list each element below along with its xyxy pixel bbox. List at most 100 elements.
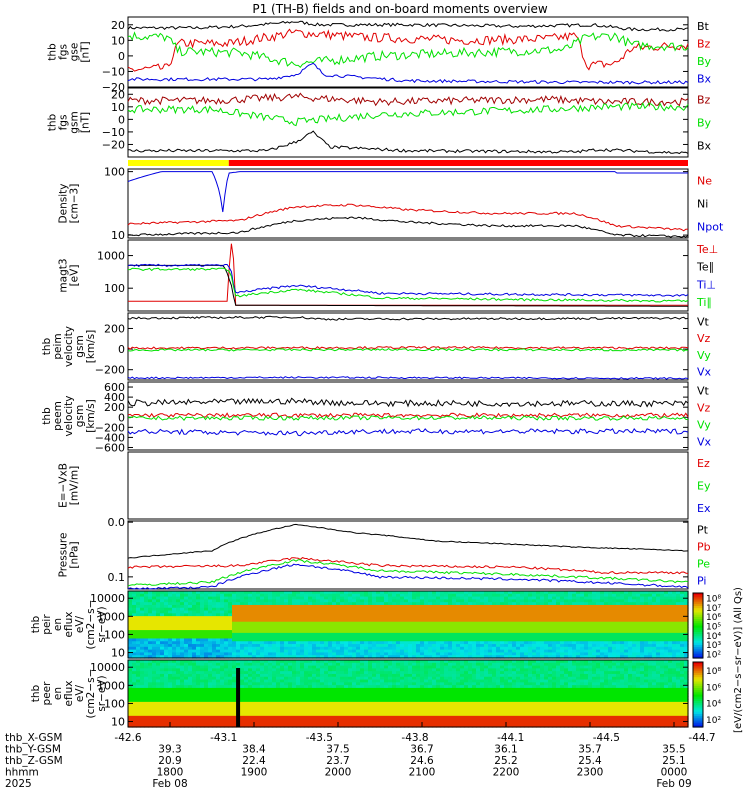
heatmap-cell: [624, 649, 629, 654]
heatmap-cell: [208, 701, 213, 706]
heatmap-cell: [204, 704, 209, 709]
heatmap-cell: [172, 610, 177, 614]
legend-entry: Pe: [697, 558, 710, 571]
heatmap-cell: [584, 644, 589, 648]
heatmap-cell: [284, 679, 289, 683]
heatmap-cell: [428, 602, 433, 606]
heatmap-cell: [552, 649, 557, 654]
heatmap-cell: [200, 607, 205, 612]
heatmap-cell: [604, 604, 609, 609]
heatmap-cell: [476, 632, 481, 637]
heatmap-cell: [156, 638, 161, 642]
y-tick-label: 0.1: [108, 571, 126, 584]
heatmap-cell: [516, 649, 521, 654]
heatmap-cell: [228, 627, 233, 631]
heatmap-cell: [580, 641, 585, 645]
heatmap-cell: [216, 646, 221, 651]
heatmap-cell: [668, 638, 673, 642]
y-tick-label: 10000: [90, 592, 125, 605]
heatmap-cell: [540, 591, 545, 595]
heatmap-cell: [632, 641, 637, 645]
heatmap-cell: [592, 604, 597, 609]
heatmap-cell: [188, 632, 193, 637]
heatmap-cell: [584, 635, 589, 640]
heatmap-cell: [508, 610, 513, 614]
heatmap-cell: [196, 618, 201, 623]
heatmap-cell: [328, 627, 333, 631]
heatmap-cell: [192, 616, 197, 620]
y-axis-label: [km/s]: [85, 330, 97, 364]
heatmap-cell: [228, 616, 233, 620]
heatmap-cell: [592, 613, 597, 617]
heatmap-cell: [676, 641, 681, 645]
heatmap-cell: [308, 668, 313, 672]
heatmap-cell: [272, 682, 277, 686]
heatmap-cell: [636, 593, 641, 598]
heatmap-cell: [384, 618, 389, 623]
heatmap-cell: [172, 649, 177, 654]
heatmap-cell: [416, 607, 421, 612]
heatmap-cell: [308, 713, 313, 717]
heatmap-cell: [348, 649, 353, 654]
heatmap-cell: [164, 721, 169, 725]
heatmap-cell: [300, 599, 305, 603]
heatmap-cell: [164, 616, 169, 620]
heatmap-cell: [324, 685, 329, 689]
y-axis-label: [nT]: [80, 41, 92, 62]
heatmap-cell: [268, 699, 273, 703]
heatmap-cell: [540, 616, 545, 620]
heatmap-cell: [308, 627, 313, 631]
heatmap-cell: [288, 610, 293, 614]
heatmap-cell: [364, 699, 369, 703]
heatmap-cell: [380, 613, 385, 617]
heatmap-cell: [160, 618, 165, 623]
heatmap-cell: [296, 641, 301, 645]
heatmap-cell: [436, 624, 441, 628]
heatmap-cell: [168, 591, 173, 595]
heatmap-cell: [188, 602, 193, 606]
heatmap-cell: [248, 632, 253, 637]
heatmap-cell: [284, 593, 289, 598]
heatmap-cell: [360, 591, 365, 595]
series-line-By: [127, 102, 689, 127]
heatmap-cell: [172, 599, 177, 603]
heatmap-cell: [404, 635, 409, 640]
heatmap-cell: [168, 599, 173, 603]
heatmap-cell: [240, 676, 245, 681]
heatmap-cell: [152, 713, 157, 717]
heatmap-cell: [288, 671, 293, 675]
heatmap-cell: [176, 630, 181, 634]
heatmap-cell: [376, 593, 381, 598]
heatmap-cell: [304, 710, 309, 714]
heatmap-cell: [568, 602, 573, 606]
heatmap-cell: [132, 655, 137, 659]
heatmap-cell: [224, 632, 229, 637]
heatmap-cell: [568, 646, 573, 651]
heatmap-cell: [284, 596, 289, 600]
heatmap-cell: [216, 713, 221, 717]
heatmap-cell: [308, 696, 313, 700]
heatmap-cell: [532, 610, 537, 614]
heatmap-cell: [232, 693, 237, 697]
heatmap-cell: [468, 591, 473, 595]
heatmap-cell: [512, 618, 517, 623]
heatmap-cell: [472, 602, 477, 606]
heatmap-cell: [244, 668, 249, 672]
heatmap-cell: [568, 649, 573, 654]
heatmap-cell: [272, 602, 277, 606]
heatmap-cell: [228, 704, 233, 709]
heatmap-cell: [144, 621, 149, 626]
heatmap-cell: [344, 724, 349, 728]
heatmap-cell: [236, 621, 241, 626]
heatmap-cell: [576, 604, 581, 609]
heatmap-cell: [508, 616, 513, 620]
heatmap-cell: [364, 704, 369, 709]
heatmap-cell: [292, 596, 297, 600]
heatmap-cell: [252, 599, 257, 603]
heatmap-cell: [364, 679, 369, 683]
heatmap-cell: [184, 610, 189, 614]
heatmap-cell: [240, 591, 245, 595]
heatmap-cell: [488, 602, 493, 606]
heatmap-cell: [268, 673, 273, 678]
heatmap-cell: [504, 641, 509, 645]
